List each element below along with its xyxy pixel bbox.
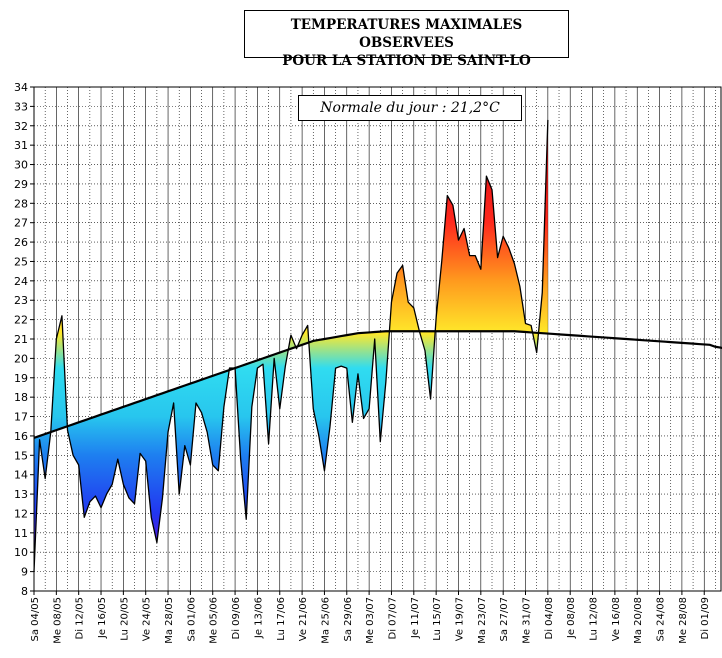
y-axis: 8 9 10 11 12 13 14 15 16 17 18 19 20 21 22 23 24 25 26 27 28… [14,81,34,598]
chart-title-line-1: TEMPERATURES MAXIMALES OBSERVEES [290,17,523,51]
x-tick-label: Di 04/08 [544,597,555,639]
x-tick-label: Je 13/06 [253,597,264,639]
x-tick-label: Ma 25/06 [320,597,331,644]
y-tick-label: 25 [14,255,28,268]
x-tick-label: Di 07/07 [387,597,398,639]
x-tick-label: Sa 27/07 [499,597,510,641]
x-tick-label: Sa 24/08 [656,597,667,641]
y-tick-label: 23 [14,294,28,307]
x-tick-label: Sa 04/05 [30,597,41,641]
y-tick-label: 34 [14,81,28,94]
x-tick-label: Je 16/05 [97,597,108,639]
y-tick-label: 32 [14,120,28,133]
y-tick-label: 11 [14,527,28,540]
y-tick-label: 15 [14,449,28,462]
y-tick-label: 17 [14,411,28,424]
x-tick-label: Ma 23/07 [477,597,488,644]
y-tick-label: 14 [14,469,28,482]
y-tick-label: 31 [14,139,28,152]
y-tick-label: 27 [14,217,28,230]
x-tick-label: Me 05/06 [209,597,220,644]
y-tick-label: 20 [14,352,28,365]
y-tick-label: 28 [14,197,28,210]
y-tick-label: 13 [14,488,28,501]
y-tick-label: 9 [21,566,28,579]
x-tick-label: Lu 17/06 [276,597,287,641]
x-tick-label: Me 28/08 [678,597,689,644]
x-tick-label: Lu 12/08 [589,597,600,641]
x-tick-label: Di 12/05 [75,597,86,639]
x-tick-label: Je 11/07 [410,597,421,639]
y-tick-label: 10 [14,546,28,559]
y-tick-label: 18 [14,391,28,404]
y-tick-label: 22 [14,314,28,327]
x-tick-label: Sa 29/06 [343,597,354,641]
x-tick-label: Ma 20/08 [633,597,644,644]
y-tick-label: 29 [14,178,28,191]
x-tick-label: Ve 19/07 [454,597,465,641]
x-tick-label: Di 01/09 [700,597,711,639]
x-tick-label: Lu 20/05 [119,597,130,641]
x-tick-label: Me 08/05 [52,597,63,644]
x-tick-label: Lu 15/07 [432,597,443,641]
y-tick-label: 8 [21,585,28,598]
x-tick-label: Ve 16/08 [611,597,622,641]
x-axis: Sa 04/05 Me 08/05 Di 12/05 Je 16/05 Lu 20/05… [30,591,711,644]
y-tick-label: 19 [14,372,28,385]
x-tick-label: Me 03/07 [365,597,376,644]
chart-title-line-2: POUR LA STATION DE SAINT-LO [282,53,531,69]
x-tick-label: Sa 01/06 [186,597,197,641]
x-tick-label: Ma 28/05 [164,597,175,644]
normal-curve [33,330,722,439]
x-tick-label: Di 09/06 [231,597,242,639]
temperature-area [33,119,549,572]
normal-line [33,330,722,439]
y-tick-label: 12 [14,507,28,520]
x-tick-label: Ve 21/06 [298,597,309,641]
y-tick-label: 33 [14,100,28,113]
x-tick-label: Ve 24/05 [142,597,153,641]
observed-line [33,119,549,572]
x-tick-label: Me 31/07 [522,597,533,644]
y-tick-label: 21 [14,333,28,346]
y-tick-label: 30 [14,159,28,172]
chart-title: TEMPERATURES MAXIMALES OBSERVEES POUR LA… [244,10,569,69]
y-tick-label: 26 [14,236,28,249]
temperature-fill [34,119,548,572]
y-tick-label: 24 [14,275,28,288]
normal-annotation: Normale du jour : 21,2°C [298,95,522,121]
x-tick-label: Je 08/08 [566,597,577,639]
y-tick-label: 16 [14,430,28,443]
